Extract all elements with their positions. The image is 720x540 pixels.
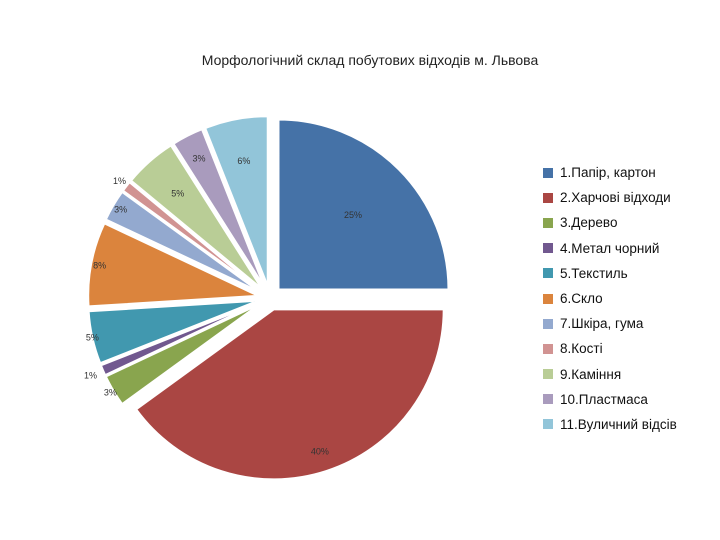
- legend-label: 3.Дерево: [560, 215, 618, 231]
- data-label-3: 3%: [104, 387, 117, 397]
- legend-item-2: 2.Харчові відходи: [543, 185, 677, 210]
- pie-slice-9: [129, 144, 263, 290]
- pie-slice-10: [172, 127, 266, 288]
- data-label-8: 1%: [113, 176, 126, 186]
- pie-slice-1: [277, 118, 450, 291]
- legend-item-9: 9.Каміння: [543, 362, 677, 387]
- legend-swatch: [543, 293, 553, 304]
- data-label-7: 3%: [114, 205, 127, 215]
- data-label-6: 8%: [93, 260, 106, 270]
- legend-item-8: 8.Кості: [543, 336, 677, 361]
- legend-item-6: 6.Скло: [543, 286, 677, 311]
- data-label-2: 40%: [311, 447, 329, 457]
- legend-item-11: 11.Вуличний відсів: [543, 412, 677, 437]
- legend-swatch: [543, 243, 553, 254]
- legend-label: 4.Метал чорний: [560, 240, 660, 256]
- legend-label: 9.Каміння: [560, 366, 622, 382]
- legend-label: 5.Текстиль: [560, 265, 628, 281]
- pie-slice-7: [104, 190, 261, 293]
- legend-label: 10.Пластмаса: [560, 391, 648, 407]
- pie-slice-8: [121, 180, 262, 292]
- pie-slice-11: [203, 115, 269, 287]
- data-label-11: 6%: [237, 156, 250, 166]
- legend-item-7: 7.Шкіра, гума: [543, 311, 677, 336]
- data-label-1: 25%: [344, 210, 362, 220]
- pie-slice-6: [87, 222, 259, 308]
- pie-slice-4: [99, 301, 260, 377]
- data-label-4: 1%: [84, 371, 97, 381]
- legend-item-10: 10.Пластмаса: [543, 387, 677, 412]
- legend-swatch: [543, 268, 553, 279]
- legend-item-3: 3.Дерево: [543, 210, 677, 235]
- legend-swatch: [543, 318, 553, 329]
- legend-label: 2.Харчові відходи: [560, 190, 671, 206]
- legend-label: 8.Кості: [560, 341, 603, 357]
- legend-swatch: [543, 394, 553, 405]
- legend-label: 11.Вуличний відсів: [560, 416, 677, 432]
- legend-swatch: [543, 192, 553, 203]
- legend-item-4: 4.Метал чорний: [543, 236, 677, 261]
- legend-swatch: [543, 419, 553, 430]
- pie-slice-3: [104, 303, 261, 406]
- pie-slice-5: [87, 299, 259, 365]
- pie-slice-2: [134, 308, 445, 481]
- data-label-5: 5%: [86, 333, 99, 343]
- legend-swatch: [543, 167, 553, 178]
- legend-item-5: 5.Текстиль: [543, 261, 677, 286]
- legend-label: 6.Скло: [560, 291, 603, 307]
- chart-legend: 1.Папір, картон 2.Харчові відходи 3.Дерево…: [543, 160, 677, 437]
- legend-item-1: 1.Папір, картон: [543, 160, 677, 185]
- data-label-10: 3%: [192, 154, 205, 164]
- legend-label: 1.Папір, картон: [560, 165, 656, 181]
- legend-swatch: [543, 217, 553, 228]
- legend-label: 7.Шкіра, гума: [560, 316, 644, 332]
- legend-swatch: [543, 369, 553, 380]
- chart-title: Морфологічний склад побутових відходів м…: [201, 52, 539, 68]
- legend-swatch: [543, 343, 553, 354]
- data-label-9: 5%: [171, 188, 184, 198]
